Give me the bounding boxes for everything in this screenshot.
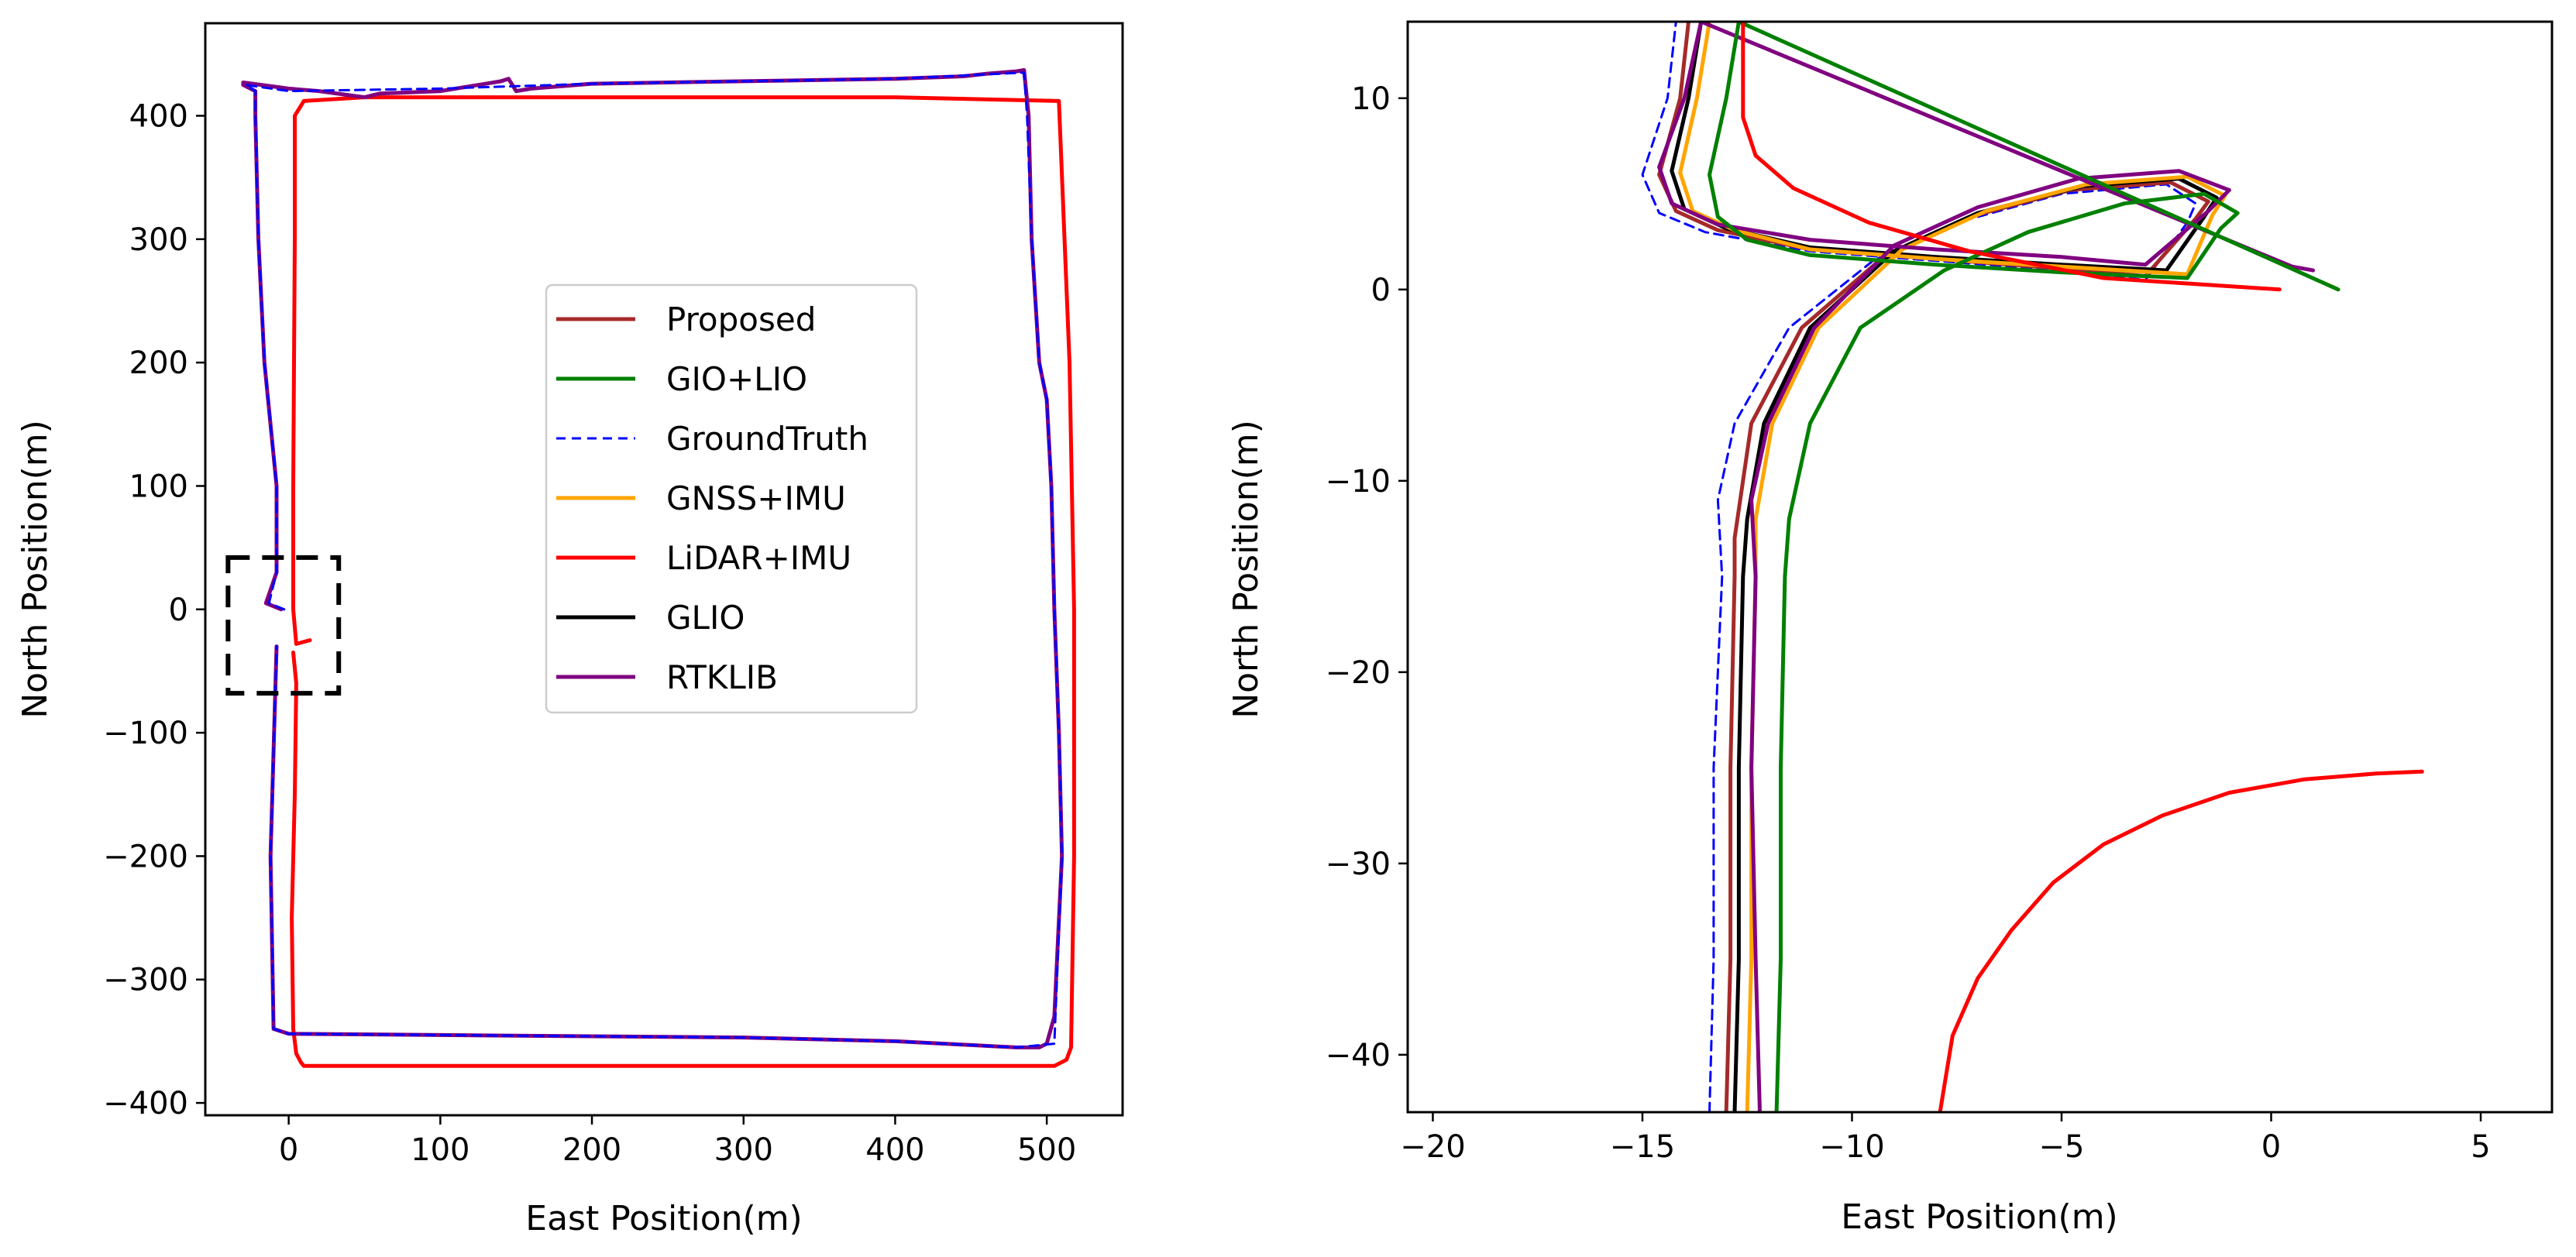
overview-x-tick-label: 500 (1017, 1132, 1076, 1168)
overview-series-groundtruth (245, 71, 1064, 1049)
overview-y-tick-label: −400 (103, 1086, 188, 1121)
overview-x-tick-label: 100 (411, 1132, 469, 1168)
zoom-series-layer (1641, 22, 2424, 1112)
overview-x-tick-label: 200 (562, 1132, 621, 1168)
overview-y-tick-label: 100 (129, 469, 188, 504)
legend-label-gio-lio: GIO+LIO (666, 360, 807, 398)
zoom-y-ticks: −40 −30 −20 −10 0 10 (1326, 81, 1408, 1073)
overview-y-tick-label: 0 (169, 592, 188, 628)
overview-y-tick-label: 400 (129, 98, 188, 134)
zoom-x-axis-label: East Position(m) (1841, 1197, 2117, 1237)
overview-zoom-region-box (225, 555, 342, 696)
overview-x-axis-label: East Position(m) (525, 1199, 802, 1238)
zoom-y-tick-label: −40 (1326, 1038, 1391, 1073)
zoom-y-axis-label: North Position(m) (1226, 420, 1266, 719)
zoom-axes-frame (1406, 20, 2554, 1114)
zoom-series-gio-lio (1708, 22, 2340, 1112)
legend-label-gnss-imu: GNSS+IMU (666, 479, 846, 517)
overview-y-tick-label: −100 (103, 716, 188, 751)
zoom-x-tick-label: 0 (2261, 1129, 2281, 1165)
overview-y-tick-label: 200 (129, 345, 188, 381)
overview-y-axis-label: North Position(m) (15, 420, 55, 719)
zoom-x-tick-label: 5 (2471, 1129, 2490, 1165)
overview-series-lidar-imu (290, 95, 1076, 1068)
legend: Proposed GIO+LIO GroundTruth GNSS+IMU LiDAR+… (545, 283, 918, 714)
overview-y-tick-label: −200 (103, 839, 188, 874)
zoom-x-tick-label: −10 (1819, 1129, 1884, 1165)
legend-label-glio: GLIO (666, 599, 745, 637)
overview-x-tick-label: 0 (279, 1132, 298, 1168)
legend-label-lidar-imu: LiDAR+IMU (666, 539, 851, 577)
legend-entries: Proposed GIO+LIO GroundTruth GNSS+IMU LiDAR+… (556, 301, 868, 696)
legend-label-proposed: Proposed (666, 301, 816, 338)
legend-box (545, 283, 918, 714)
zoom-y-tick-label: −10 (1326, 464, 1391, 500)
zoom-series-proposed (1657, 22, 2210, 1112)
zoom-y-tick-label: −20 (1326, 655, 1391, 691)
overview-panel: 0 100 200 300 400 500 −400 −300 −200 −100 0 100 200… (15, 22, 1124, 1238)
zoom-series-lidar-imu (1741, 22, 2282, 292)
zoom-x-tick-label: −5 (2039, 1129, 2085, 1165)
overview-annotation-layer (225, 555, 342, 696)
zoom-series-lidar-imu-lower (1938, 769, 2424, 1112)
overview-y-tick-label: −300 (103, 963, 188, 998)
overview-x-tick-label: 300 (714, 1132, 773, 1168)
overview-axes-frame (204, 22, 1124, 1117)
zoom-series-groundtruth (1641, 22, 2197, 1112)
zoom-x-ticks: −20 −15 −10 −5 0 5 (1400, 1112, 2491, 1165)
legend-label-rtklib: RTKLIB (666, 658, 778, 696)
zoom-x-tick-label: −20 (1400, 1129, 1465, 1165)
zoom-y-tick-label: −30 (1326, 847, 1391, 882)
legend-label-groundtruth: GroundTruth (666, 420, 868, 458)
zoom-y-tick-label: 0 (1371, 273, 1391, 308)
overview-y-ticks: −400 −300 −200 −100 0 100 200 300 400 (103, 98, 205, 1121)
overview-y-tick-label: 300 (129, 222, 188, 258)
overview-series-layer (241, 68, 1076, 1068)
zoom-x-tick-label: −15 (1610, 1129, 1675, 1165)
overview-x-ticks: 0 100 200 300 400 500 (279, 1115, 1076, 1168)
overview-x-tick-label: 400 (865, 1132, 924, 1168)
zoom-panel: −20 −15 −10 −5 0 5 −40 −30 −20 −10 0 10 East Posit… (1226, 20, 2554, 1237)
zoom-y-tick-label: 10 (1351, 81, 1391, 117)
